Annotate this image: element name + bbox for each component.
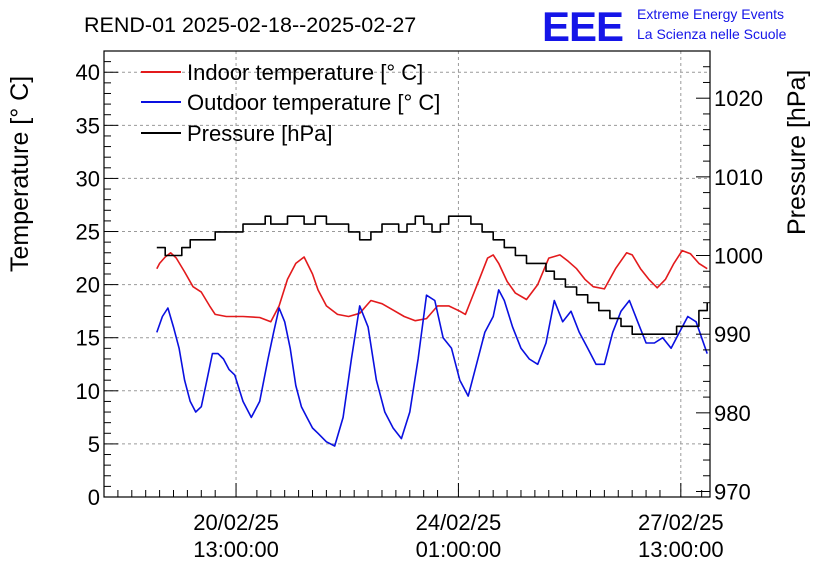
y-tick-label: 25 [76,220,100,245]
x-tick-label-time: 13:00:00 [193,537,279,562]
eee-logo-line2: La Scienza nelle Scuole [637,26,787,42]
x-tick-label-date: 20/02/25 [193,510,279,535]
x-axis-ticks: 20/02/2513:00:0024/02/2501:00:0027/02/25… [103,483,724,562]
legend: Indoor temperature [° C] Outdoor tempera… [141,60,440,146]
plot-frame [103,50,711,498]
y2-tick-label: 1010 [714,165,763,190]
y-tick-label: 30 [76,166,100,191]
series-lines [156,215,709,447]
eee-logo: EEE Extreme Energy Events La Scienza nel… [542,3,787,50]
series-line-indoor [156,249,708,323]
y2-tick-label: 980 [714,401,751,426]
eee-logo-letters: EEE [542,3,623,50]
y-axis-title: Temperature [° C] [6,76,34,272]
eee-logo-line1: Extreme Energy Events [637,6,784,22]
x-tick-label-time: 13:00:00 [638,537,724,562]
legend-label-indoor: Indoor temperature [° C] [187,60,423,85]
series-line-outdoor [156,289,708,447]
legend-label-outdoor: Outdoor temperature [° C] [187,90,440,115]
chart-title: REND-01 2025-02-18--2025-02-27 [84,13,416,37]
y-tick-label: 35 [76,113,100,138]
plot-border [103,50,711,498]
x-tick-label-time: 01:00:00 [416,537,502,562]
legend-label-pressure: Pressure [hPa] [187,121,333,146]
x-tick-label-date: 27/02/25 [638,510,724,535]
x-tick-label-date: 24/02/25 [416,510,502,535]
y-tick-label: 20 [76,273,100,298]
series-line-pressure [156,215,709,336]
grid-lines [104,51,710,497]
y2-axis-title: Pressure [hPa] [783,70,811,235]
y2-tick-label: 1020 [714,86,763,111]
y-axis-ticks: 0 5 10 15 20 25 30 35 40 [76,50,118,510]
y2-tick-label: 970 [714,479,751,504]
y2-tick-label: 1000 [714,244,763,269]
y-tick-label: 10 [76,379,100,404]
y2-axis-ticks: 970 980 990 1000 1010 1020 [696,66,763,504]
y-tick-label: 40 [76,60,100,85]
y2-tick-label: 990 [714,322,751,347]
y-tick-label: 15 [76,326,100,351]
y-tick-label: 0 [88,485,100,510]
y-tick-label: 5 [88,432,100,457]
